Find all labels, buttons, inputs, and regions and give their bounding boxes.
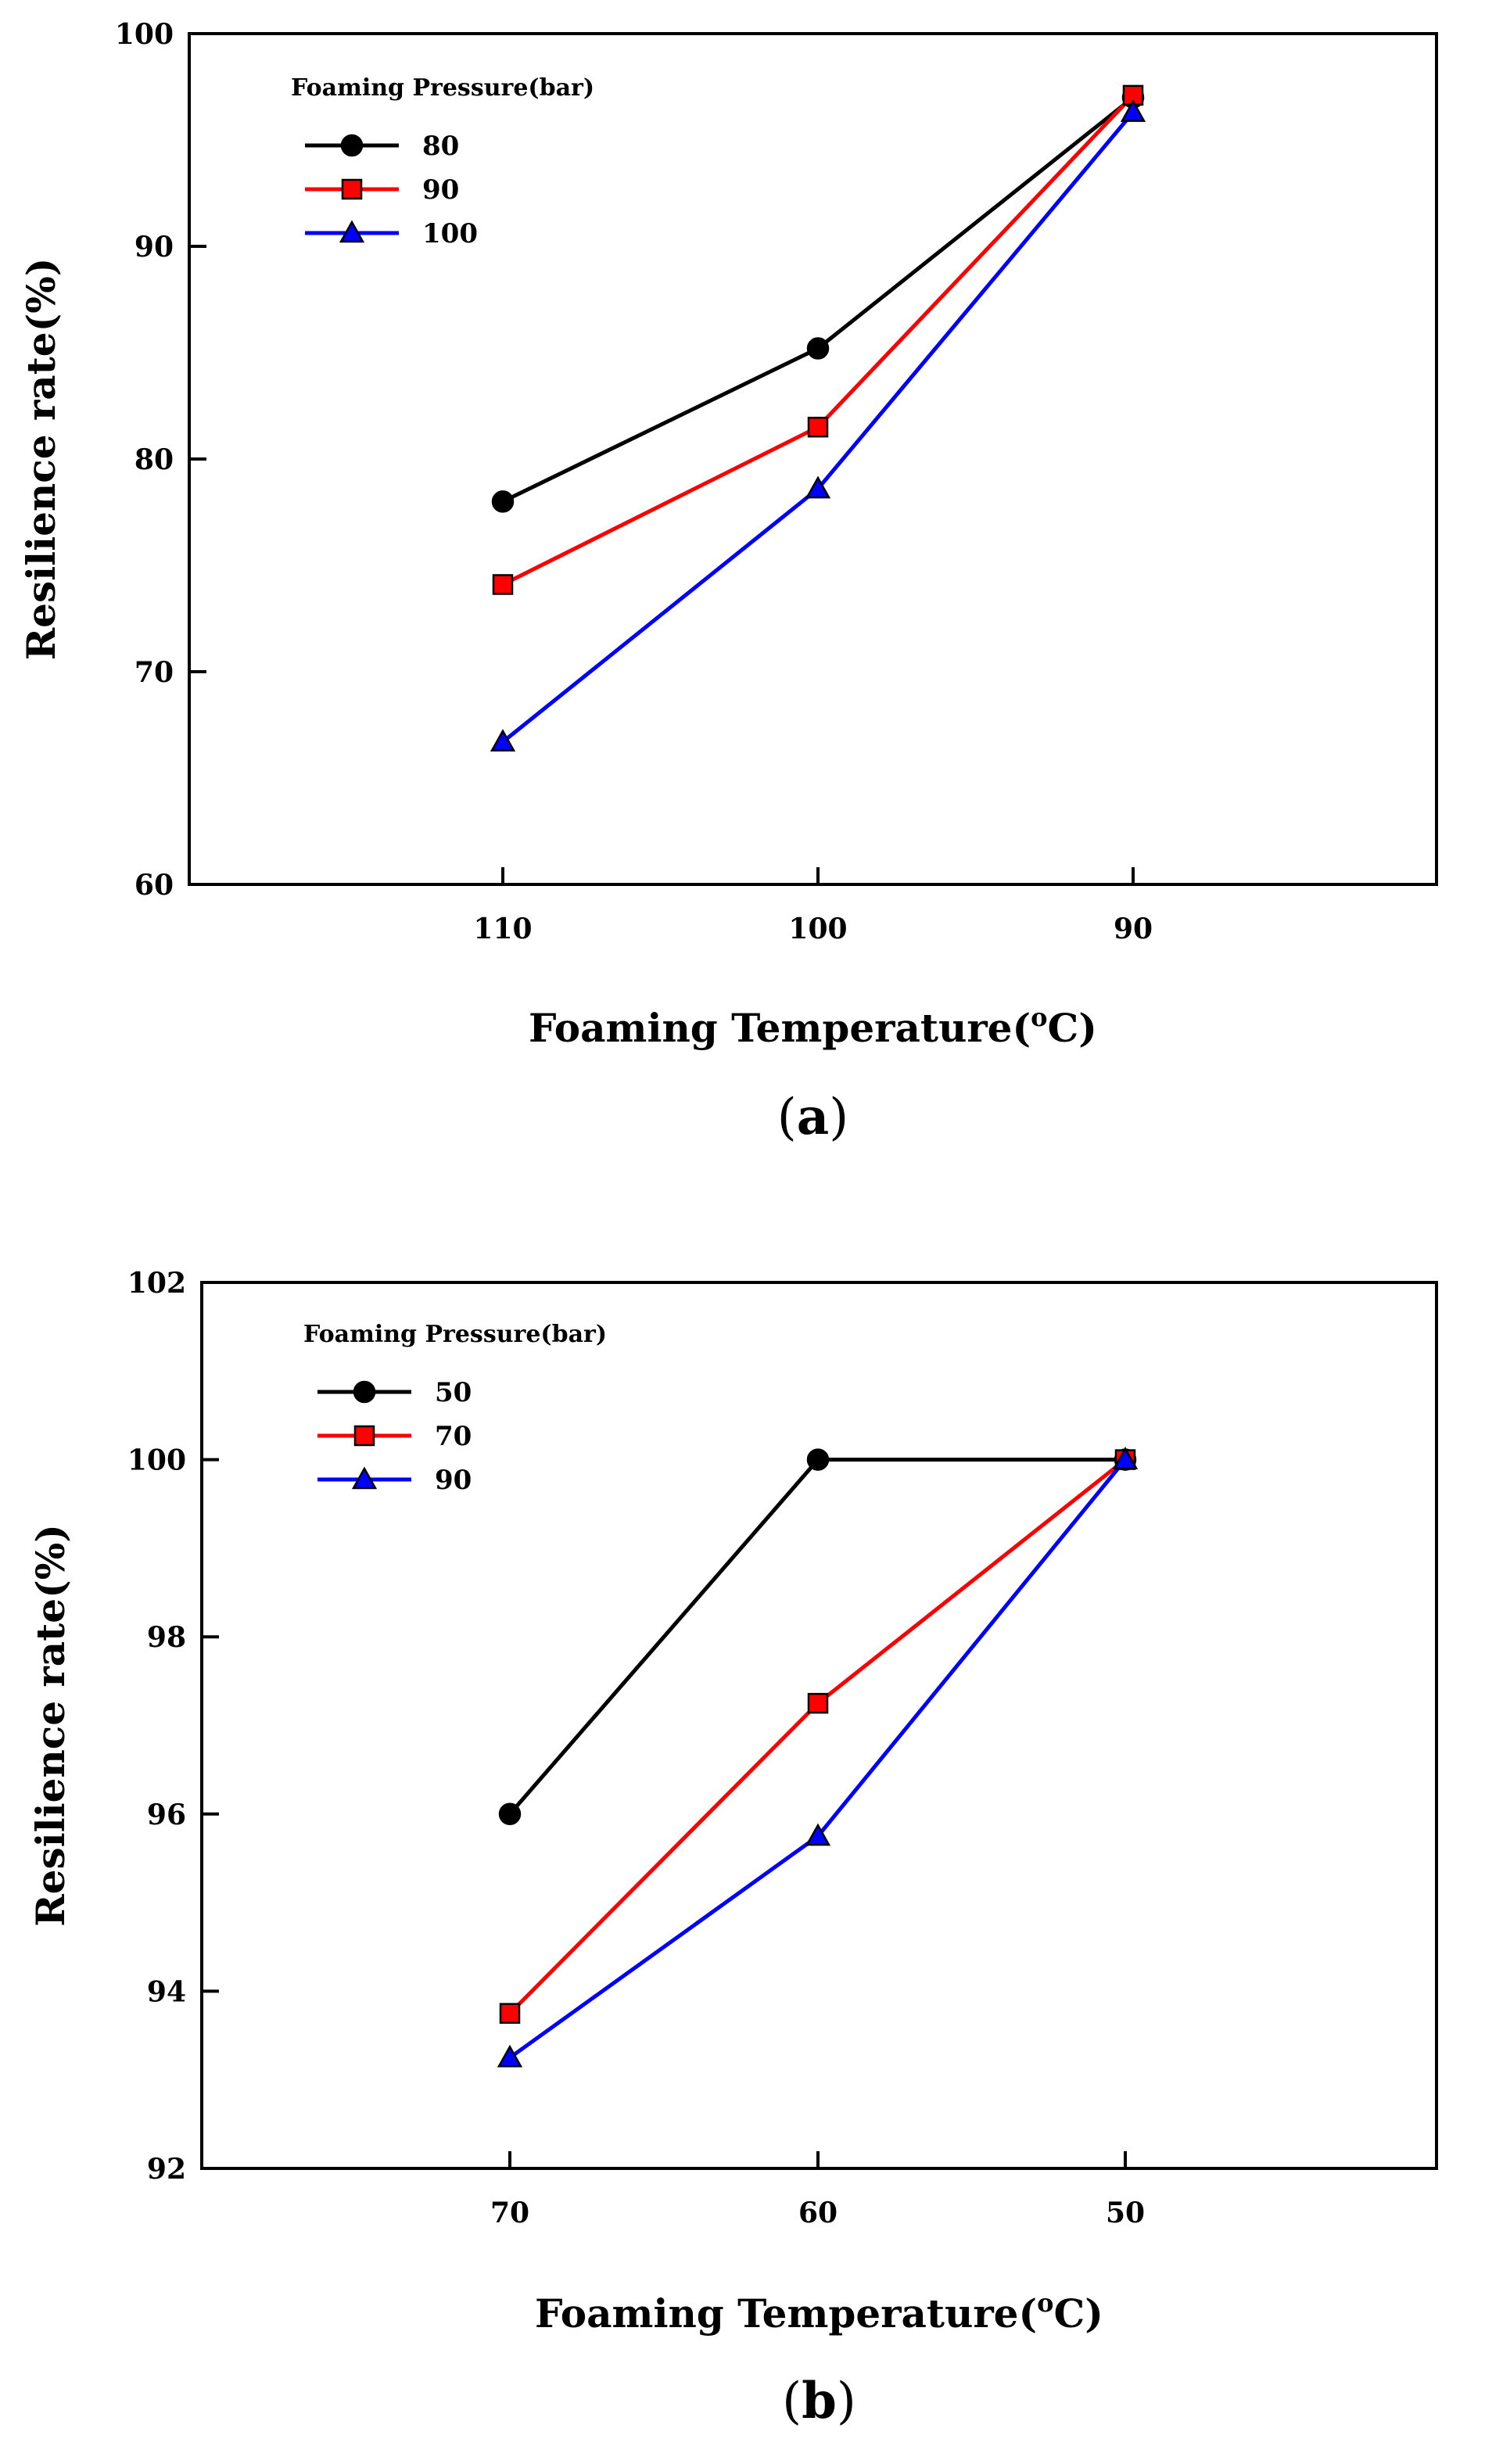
y-tick-label-a-4: 100: [115, 18, 174, 51]
legend-label-a-90: 90: [422, 174, 459, 206]
legend-marker-a-90: [341, 178, 363, 200]
legend-marker-b-70: [353, 1425, 375, 1447]
x-tick-label-a-0: 110: [473, 913, 532, 945]
legend-marker-a-100: [339, 220, 365, 243]
chart-panel-b: 92 94 96 98 100 102 70 60 50 Foaming Temperature(…: [27, 1267, 1438, 2430]
data-point-a-100-0: [490, 729, 516, 752]
series-line-b-70: [508, 1458, 1127, 2015]
data-point-b-70-1: [807, 1692, 829, 1714]
series-line-b-50: [508, 1458, 1125, 1816]
x-tick-label-b-2: 50: [1106, 2197, 1145, 2229]
y-axis-title-b: Resilience rate(%): [27, 1524, 74, 1927]
y-tick-label-b-4: 100: [127, 1444, 186, 1477]
x-axis-title-a: Foaming Temperature(oC): [529, 1002, 1097, 1051]
panel-label-a: (a): [777, 1088, 848, 1146]
y-tick-label-a-3: 90: [135, 231, 174, 264]
x-tick-label-a-2: 90: [1114, 913, 1153, 945]
plot-frame-a: [188, 32, 1438, 886]
data-point-a-90-1: [807, 416, 829, 438]
data-point-a-100-2: [1120, 99, 1146, 122]
legend-marker-b-90: [351, 1466, 378, 1490]
legend-marker-b-50: [353, 1380, 376, 1404]
y-tick-label-b-2: 96: [147, 1799, 186, 1831]
data-point-a-100-1: [805, 475, 831, 499]
legend-label-a-80: 80: [422, 131, 459, 162]
data-point-b-90-1: [805, 1823, 831, 1846]
data-point-b-50-1: [806, 1448, 830, 1471]
legend-label-b-70: 70: [435, 1421, 472, 1452]
series-line-a-80: [501, 95, 1135, 504]
x-tick-label-b-1: 60: [798, 2197, 838, 2229]
data-point-b-90-0: [497, 2044, 523, 2068]
x-axis-title-b: Foaming Temperature(oC): [535, 2288, 1103, 2337]
data-point-b-50-0: [498, 1802, 522, 1826]
legend-label-a-100: 100: [422, 218, 478, 249]
y-tick-label-a-0: 60: [135, 869, 174, 902]
data-point-a-80-0: [491, 490, 515, 513]
y-tick-label-b-3: 98: [147, 1621, 186, 1654]
y-tick-label-a-2: 80: [135, 443, 174, 476]
x-tick-label-a-1: 100: [788, 913, 847, 945]
y-tick-label-b-0: 92: [147, 2153, 186, 2186]
legend-label-b-50: 50: [435, 1377, 472, 1408]
series-line-b-90: [508, 1458, 1127, 2060]
x-tick-label-b-0: 70: [490, 2197, 529, 2229]
data-point-b-70-0: [499, 2003, 521, 2024]
y-tick-label-b-5: 102: [127, 1267, 186, 1300]
plot-frame-b: [200, 1281, 1438, 2170]
data-point-a-80-1: [806, 337, 830, 360]
legend-title-b: Foaming Pressure(bar): [303, 1321, 607, 1348]
data-point-b-90-2: [1112, 1447, 1139, 1469]
y-tick-label-a-1: 70: [135, 656, 174, 689]
chart-panel-a: 60 70 80 90 100 110 100 90 Foaming Temperature(o…: [18, 18, 1438, 1146]
y-axis-title-a: Resilience rate(%): [18, 258, 64, 661]
legend-marker-a-80: [340, 134, 364, 157]
y-tick-label-b-1: 94: [147, 1975, 186, 2008]
legend-title-a: Foaming Pressure(bar): [291, 74, 594, 102]
data-point-a-90-0: [492, 574, 514, 595]
panel-label-b: (b): [782, 2372, 856, 2430]
legend-label-b-90: 90: [435, 1465, 472, 1496]
